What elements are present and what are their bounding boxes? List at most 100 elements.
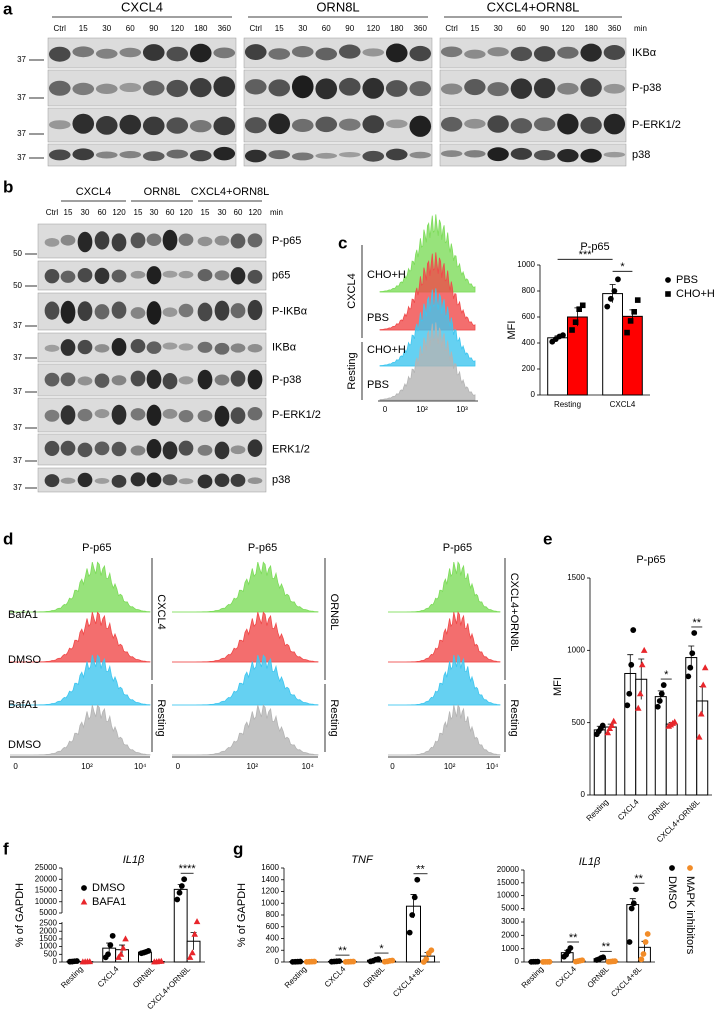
blot-band <box>230 445 246 455</box>
blot-band <box>44 409 60 422</box>
mw-marker: 50 <box>13 281 22 290</box>
data-point <box>576 306 582 312</box>
blot-band <box>178 376 194 385</box>
mw-marker: 37 <box>13 321 22 330</box>
blot-band <box>510 46 533 62</box>
data-point <box>122 935 129 942</box>
blot-band <box>409 151 432 159</box>
y-tick-label: 1500 <box>39 934 57 943</box>
blot-band <box>130 472 146 487</box>
x-tick-label: CXCL4 <box>553 964 578 989</box>
y-tick-label: 5000 <box>39 908 57 917</box>
lane-label: 15 <box>470 24 479 33</box>
data-point <box>428 947 435 954</box>
x-tick-label: ORN8L <box>131 964 157 990</box>
y-tick-label: 3000 <box>501 917 519 926</box>
data-point <box>599 722 606 729</box>
data-point <box>109 932 116 939</box>
band-label: IKBα <box>272 341 297 353</box>
data-point <box>107 942 114 948</box>
blot-band <box>189 78 212 98</box>
data-point <box>105 951 111 958</box>
blot-band <box>440 46 463 58</box>
blot-band <box>603 151 626 158</box>
blot-band <box>77 376 93 386</box>
blot-band <box>214 300 230 321</box>
data-point <box>572 319 579 325</box>
blot-band <box>315 116 338 133</box>
x-tick-label: 10⁴ <box>486 762 499 771</box>
lane-label: 120 <box>171 24 185 33</box>
blot-band <box>178 343 194 351</box>
panel-label: e <box>543 529 552 548</box>
lane-label: 90 <box>149 24 158 33</box>
blot-band <box>77 472 93 488</box>
data-point <box>607 295 614 302</box>
blot-band <box>146 233 162 247</box>
blot-band <box>362 77 385 99</box>
y-tick-label: 20000 <box>35 874 58 883</box>
blot-band <box>60 300 76 324</box>
data-point <box>145 948 152 954</box>
blot-band <box>44 237 60 247</box>
data-point <box>631 309 637 315</box>
data-point <box>654 703 661 710</box>
band-label: p65 <box>272 269 290 281</box>
histogram <box>388 654 501 706</box>
blot-band <box>230 233 246 249</box>
blot-band <box>94 304 110 320</box>
blot-band <box>77 231 93 253</box>
blot-band <box>230 303 246 319</box>
blot-band <box>130 339 146 354</box>
histogram-title: P-p65 <box>248 542 277 554</box>
blot-band <box>146 472 162 488</box>
data-point <box>615 276 621 283</box>
blot-band <box>111 338 127 356</box>
lane-label: 15 <box>134 208 143 217</box>
group-label: ORN8L <box>316 0 359 14</box>
significance-label: ** <box>416 864 425 876</box>
lane-label: 15 <box>201 208 210 217</box>
data-point <box>658 690 665 697</box>
band-label: P-p38 <box>272 374 301 386</box>
lane-label: 180 <box>584 24 598 33</box>
lane-label: 120 <box>367 24 381 33</box>
blot-band <box>72 46 95 58</box>
x-tick-label: 0 <box>176 762 181 771</box>
blot-band <box>338 77 361 96</box>
band-label: IKBα <box>632 47 657 59</box>
panel-label: g <box>233 839 243 858</box>
x-tick-label: 10² <box>247 762 259 771</box>
blot-band <box>409 45 432 62</box>
error-bar <box>627 654 634 693</box>
panel-label: a <box>3 0 13 18</box>
mw-marker: 37 <box>17 55 26 64</box>
blot-band <box>95 151 118 159</box>
x-tick-label: 10⁴ <box>134 762 147 771</box>
lane-label: 60 <box>234 208 243 217</box>
blot-band <box>162 342 178 350</box>
y-tick-label: 400 <box>522 338 536 347</box>
legend-label: PBS <box>676 274 698 286</box>
data-point <box>74 958 80 964</box>
lane-label: 360 <box>218 24 232 33</box>
data-point <box>697 710 705 717</box>
y-axis-label: MFI <box>506 321 518 340</box>
y-axis-label: % of GAPDH <box>14 883 26 947</box>
blot-band <box>197 409 213 423</box>
legend-label: DMSO <box>92 882 125 894</box>
blot-band <box>291 75 314 99</box>
blot-band <box>60 440 76 456</box>
data-point <box>611 288 618 294</box>
blot-band <box>315 47 338 61</box>
y-tick-label: 400 <box>266 934 280 943</box>
blot-band <box>77 339 93 355</box>
blot-band <box>142 151 165 162</box>
blot-band <box>533 117 556 132</box>
blot-band <box>213 47 236 59</box>
data-point <box>406 929 413 936</box>
data-point <box>117 950 125 957</box>
data-point <box>86 958 94 965</box>
blot-band <box>557 149 579 163</box>
data-point <box>411 894 418 901</box>
